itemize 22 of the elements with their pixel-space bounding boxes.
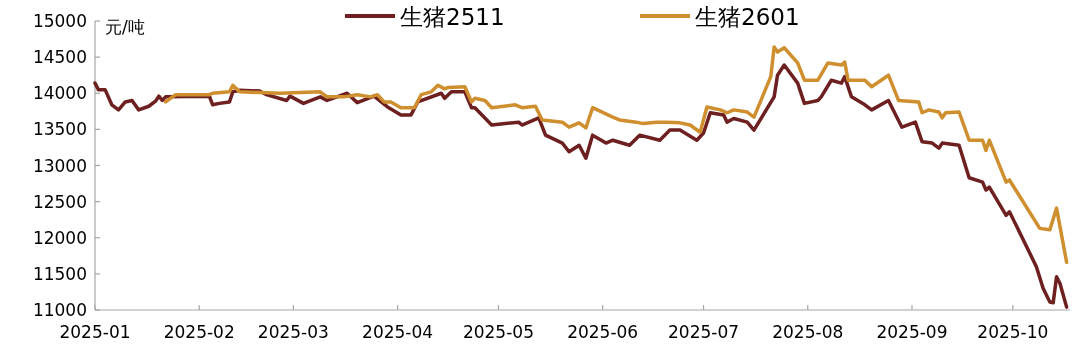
y-tick-label: 14500 xyxy=(32,47,87,68)
x-tick-label: 2025-04 xyxy=(362,322,434,342)
y-tick-label: 12500 xyxy=(32,191,87,212)
y-axis-title: 元/吨 xyxy=(105,17,145,37)
y-tick-label: 14000 xyxy=(32,83,87,104)
y-tick-label: 13500 xyxy=(32,119,87,140)
x-tick-label: 2025-01 xyxy=(59,322,131,342)
x-tick-label: 2025-03 xyxy=(257,322,329,342)
legend-label: 生猪2601 xyxy=(695,4,800,30)
x-tick-label: 2025-07 xyxy=(668,322,740,342)
y-tick-label: 15000 xyxy=(32,11,87,31)
x-tick-label: 2025-02 xyxy=(163,322,235,342)
x-tick-label: 2025-05 xyxy=(462,322,534,342)
y-tick-label: 11000 xyxy=(32,300,87,320)
x-tick-label: 2025-06 xyxy=(567,322,639,342)
y-tick-label: 13000 xyxy=(32,155,87,176)
x-tick-label: 2025-08 xyxy=(772,322,844,342)
y-tick-label: 11500 xyxy=(32,263,87,284)
y-tick-label: 12000 xyxy=(32,227,87,248)
x-tick-label: 2025-09 xyxy=(876,322,948,342)
x-tick-label: 2025-10 xyxy=(977,322,1049,342)
legend-label: 生猪2511 xyxy=(400,4,505,30)
